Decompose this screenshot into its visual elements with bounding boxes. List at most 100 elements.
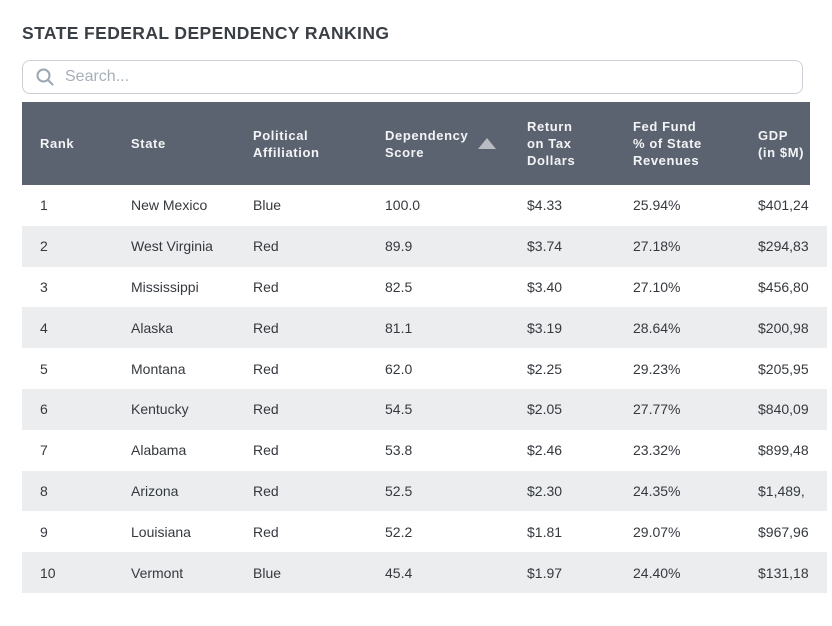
- cell-state: Mississippi: [131, 278, 199, 295]
- column-header-label: Rank: [40, 136, 75, 151]
- cell-return-on-tax: $2.30: [527, 482, 563, 499]
- cell-return-on-tax: $3.19: [527, 319, 563, 336]
- cell-state: West Virginia: [131, 238, 213, 255]
- column-header-rank[interactable]: Rank: [22, 102, 113, 185]
- cell-affiliation: Blue: [253, 564, 282, 581]
- cell-gdp: $899,48: [758, 442, 809, 459]
- cell-gdp: $967,96: [758, 523, 809, 540]
- page-title: STATE FEDERAL DEPENDENCY RANKING: [22, 23, 390, 43]
- cell-score: 82.5: [385, 278, 413, 295]
- cell-rank: 8: [40, 482, 48, 499]
- column-header-dependency-score[interactable]: Dependency Score: [367, 102, 509, 185]
- column-header-label: Fed Fund % of State Revenues: [633, 119, 702, 168]
- table-header: Rank State Political Affiliation Depende…: [22, 102, 810, 185]
- cell-score: 45.4: [385, 564, 413, 581]
- cell-fed-fund-pct: 25.94%: [633, 197, 681, 214]
- sort-ascending-icon: [478, 138, 496, 149]
- cell-fed-fund-pct: 24.40%: [633, 564, 681, 581]
- table-row: 3 Mississippi Red 82.5 $3.40 27.10% $456…: [22, 267, 827, 308]
- cell-gdp: $456,80: [758, 278, 809, 295]
- cell-score: 62.0: [385, 360, 413, 377]
- table-row: 10 Vermont Blue 45.4 $1.97 24.40% $131,1…: [22, 552, 827, 593]
- cell-gdp: $200,98: [758, 319, 809, 336]
- cell-score: 53.8: [385, 442, 413, 459]
- cell-gdp: $131,18: [758, 564, 809, 581]
- cell-gdp: $205,95: [758, 360, 809, 377]
- column-header-label: Dependency Score: [385, 127, 469, 160]
- table-body: 1 New Mexico Blue 100.0 $4.33 25.94% $40…: [22, 185, 827, 593]
- page: STATE FEDERAL DEPENDENCY RANKING Rank St…: [0, 23, 832, 593]
- column-header-label: State: [131, 136, 166, 151]
- cell-return-on-tax: $1.81: [527, 523, 563, 540]
- column-header-return-on-tax-dollars[interactable]: Return on Tax Dollars: [509, 102, 615, 185]
- cell-gdp: $401,24: [758, 197, 809, 214]
- cell-state: Louisiana: [131, 523, 191, 540]
- cell-affiliation: Blue: [253, 197, 282, 214]
- cell-affiliation: Red: [253, 401, 279, 418]
- cell-rank: 4: [40, 319, 48, 336]
- column-header-state[interactable]: State: [113, 102, 235, 185]
- cell-score: 89.9: [385, 238, 413, 255]
- table-row: 1 New Mexico Blue 100.0 $4.33 25.94% $40…: [22, 185, 827, 226]
- cell-gdp: $1,489,: [758, 482, 805, 499]
- search-icon: [35, 67, 55, 87]
- cell-score: 52.5: [385, 482, 413, 499]
- cell-state: New Mexico: [131, 197, 208, 214]
- cell-fed-fund-pct: 29.23%: [633, 360, 681, 377]
- cell-return-on-tax: $4.33: [527, 197, 563, 214]
- cell-affiliation: Red: [253, 523, 279, 540]
- cell-gdp: $294,83: [758, 238, 809, 255]
- search-box: [22, 60, 803, 94]
- column-header-political-affiliation[interactable]: Political Affiliation: [235, 102, 367, 185]
- column-header-label: Political Affiliation: [253, 127, 320, 160]
- table-row: 4 Alaska Red 81.1 $3.19 28.64% $200,98: [22, 307, 827, 349]
- cell-score: 81.1: [385, 319, 413, 336]
- column-header-fed-fund-pct[interactable]: Fed Fund % of State Revenues: [615, 102, 740, 185]
- cell-gdp: $840,09: [758, 401, 809, 418]
- column-header-gdp[interactable]: GDP (in $M): [740, 102, 810, 185]
- cell-rank: 5: [40, 360, 48, 377]
- cell-affiliation: Red: [253, 360, 279, 377]
- cell-affiliation: Red: [253, 278, 279, 295]
- cell-fed-fund-pct: 27.77%: [633, 401, 681, 418]
- cell-return-on-tax: $2.25: [527, 360, 563, 377]
- cell-score: 52.2: [385, 523, 413, 540]
- cell-score: 100.0: [385, 197, 421, 214]
- table-row: 2 West Virginia Red 89.9 $3.74 27.18% $2…: [22, 225, 827, 267]
- column-header-label: GDP (in $M): [758, 127, 805, 160]
- cell-state: Montana: [131, 360, 186, 377]
- cell-return-on-tax: $2.46: [527, 442, 563, 459]
- cell-return-on-tax: $3.74: [527, 238, 563, 255]
- cell-fed-fund-pct: 23.32%: [633, 442, 681, 459]
- cell-fed-fund-pct: 29.07%: [633, 523, 681, 540]
- cell-rank: 9: [40, 523, 48, 540]
- column-header-label: Return on Tax Dollars: [527, 119, 576, 168]
- cell-rank: 10: [40, 564, 56, 581]
- cell-rank: 7: [40, 442, 48, 459]
- cell-return-on-tax: $1.97: [527, 564, 563, 581]
- table-row: 5 Montana Red 62.0 $2.25 29.23% $205,95: [22, 348, 827, 389]
- table-row: 6 Kentucky Red 54.5 $2.05 27.77% $840,09: [22, 388, 827, 430]
- cell-state: Alabama: [131, 442, 187, 459]
- cell-fed-fund-pct: 27.18%: [633, 238, 681, 255]
- cell-affiliation: Red: [253, 319, 279, 336]
- cell-rank: 3: [40, 278, 48, 295]
- cell-rank: 6: [40, 401, 48, 418]
- cell-rank: 1: [40, 197, 48, 214]
- table-row: 7 Alabama Red 53.8 $2.46 23.32% $899,48: [22, 430, 827, 471]
- cell-affiliation: Red: [253, 482, 279, 499]
- cell-return-on-tax: $3.40: [527, 278, 563, 295]
- cell-return-on-tax: $2.05: [527, 401, 563, 418]
- cell-state: Alaska: [131, 319, 174, 336]
- cell-state: Vermont: [131, 564, 184, 581]
- cell-state: Kentucky: [131, 401, 189, 418]
- table-row: 9 Louisiana Red 52.2 $1.81 29.07% $967,9…: [22, 511, 827, 552]
- cell-affiliation: Red: [253, 238, 279, 255]
- table-row: 8 Arizona Red 52.5 $2.30 24.35% $1,489,: [22, 470, 827, 512]
- search-input[interactable]: [65, 68, 765, 86]
- cell-state: Arizona: [131, 482, 179, 499]
- cell-score: 54.5: [385, 401, 413, 418]
- cell-affiliation: Red: [253, 442, 279, 459]
- cell-rank: 2: [40, 238, 48, 255]
- table-header-row: Rank State Political Affiliation Depende…: [22, 102, 810, 185]
